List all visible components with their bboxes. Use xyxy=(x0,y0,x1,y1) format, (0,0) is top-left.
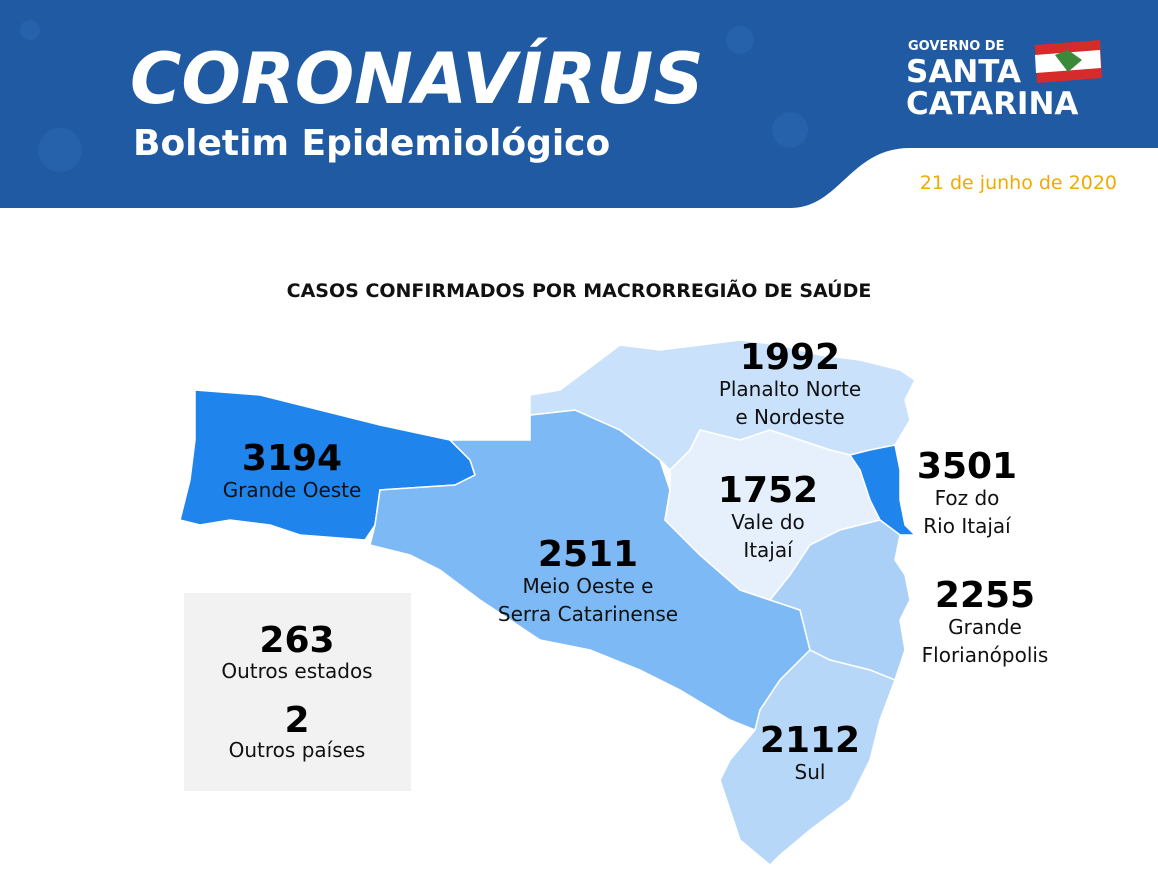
date-tab xyxy=(790,148,1158,208)
map xyxy=(179,339,917,867)
region xyxy=(719,649,896,867)
header-subtitle: Boletim Epidemiológico xyxy=(133,123,610,164)
region-label: e Nordeste xyxy=(735,405,844,429)
others-box xyxy=(184,593,411,791)
region-label: Florianópolis xyxy=(922,643,1049,667)
region-value: 3194 xyxy=(242,438,342,479)
region-label: Vale do xyxy=(731,510,805,534)
region-value: 2511 xyxy=(538,534,638,575)
others-label: Outros países xyxy=(229,738,366,762)
logo-line3: CATARINA xyxy=(906,86,1078,122)
date: 21 de junho de 2020 xyxy=(920,172,1117,194)
region-label: Foz do xyxy=(935,486,1000,510)
region-label: Planalto Norte xyxy=(719,377,861,401)
flag xyxy=(1035,40,1102,83)
region-value: 2112 xyxy=(760,720,860,761)
logo-line1: GOVERNO DE xyxy=(908,39,1004,54)
region-label: Grande Oeste xyxy=(223,478,362,502)
logo-line2: SANTA xyxy=(906,54,1021,90)
region-label: Itajaí xyxy=(743,538,794,562)
region-label: Sul xyxy=(795,760,826,784)
virus-decoration xyxy=(20,20,808,172)
region-label: Grande xyxy=(948,615,1022,639)
region-value: 2255 xyxy=(935,575,1035,616)
others-value: 263 xyxy=(259,620,334,661)
others-value: 2 xyxy=(284,700,309,741)
region-label: Rio Itajaí xyxy=(923,514,1012,538)
region-value: 1992 xyxy=(740,337,840,378)
region-label: Meio Oeste e xyxy=(523,574,654,598)
region xyxy=(848,444,917,536)
region-value: 1752 xyxy=(718,470,818,511)
header-title: CORONAVÍRUS xyxy=(130,38,704,120)
map-title: CASOS CONFIRMADOS POR MACRORREGIÃO DE SA… xyxy=(287,278,872,302)
others-label: Outros estados xyxy=(221,659,372,683)
region-label: Serra Catarinense xyxy=(498,602,678,626)
region-value: 3501 xyxy=(917,446,1017,487)
